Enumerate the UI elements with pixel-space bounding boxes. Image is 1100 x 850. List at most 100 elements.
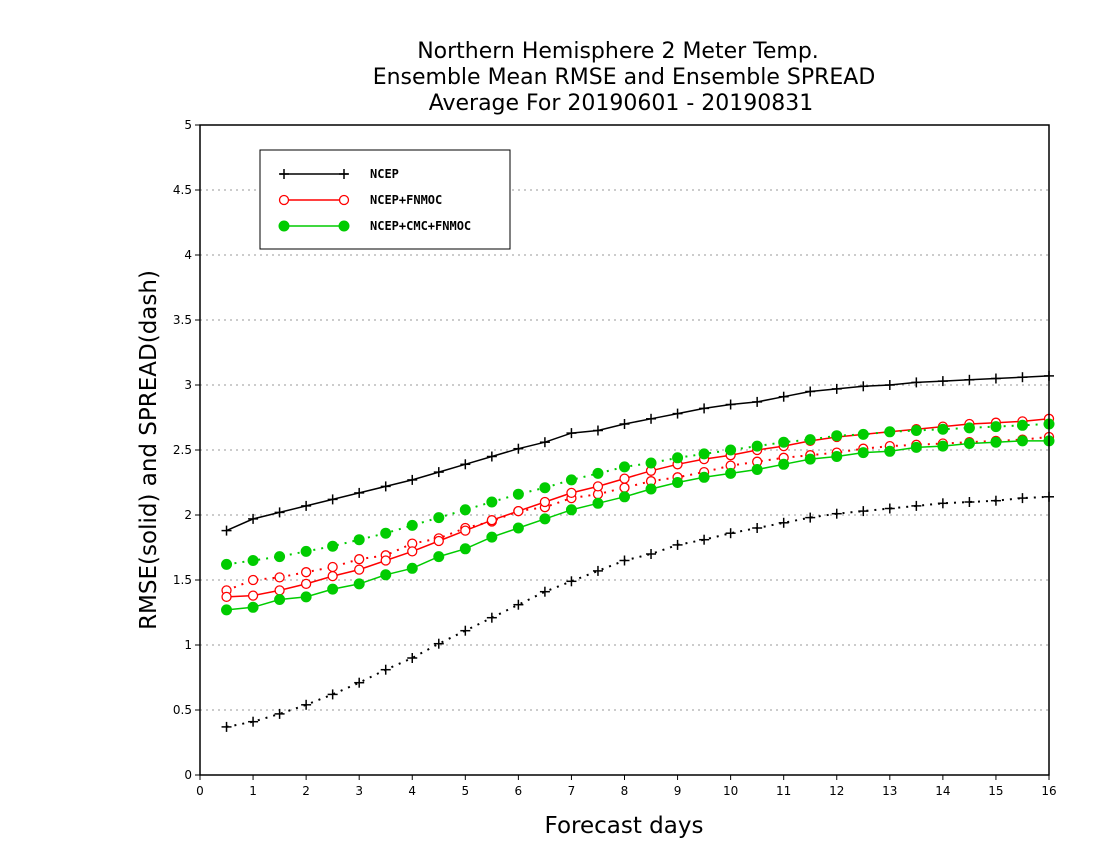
plus-marker: [805, 386, 816, 397]
plus-marker: [937, 498, 948, 509]
legend-item-ncep: NCEP: [279, 167, 399, 181]
filled-circle-marker: [884, 426, 896, 438]
plus-marker: [911, 500, 922, 511]
x-tick-label: 10: [723, 784, 738, 798]
filled-circle-marker: [857, 428, 869, 440]
plus-marker: [858, 381, 869, 392]
filled-circle-marker: [565, 504, 577, 516]
plus-marker: [884, 380, 895, 390]
plus-marker: [380, 664, 391, 675]
open-circle-marker: [592, 481, 604, 492]
plus-marker: [1017, 493, 1028, 504]
plus-marker: [911, 377, 922, 388]
legend: NCEP NCEP+FNMOC NCEP+CMC+FNMOC: [259, 149, 511, 250]
filled-circle-marker: [778, 436, 790, 448]
plus-marker: [460, 459, 471, 470]
filled-circle-marker: [327, 583, 339, 595]
y-tick-label: 0.5: [173, 703, 192, 717]
x-tick-label: 4: [408, 784, 416, 798]
filled-circle-marker: [963, 438, 975, 449]
plus-marker: [831, 508, 842, 519]
filled-circle-marker: [433, 512, 445, 524]
open-circle-marker: [247, 590, 259, 601]
plus-marker: [672, 408, 683, 419]
plus-marker: [354, 677, 365, 688]
filled-circle-marker: [300, 591, 312, 603]
x-tick-label: 12: [829, 784, 844, 798]
y-tick-label: 5: [184, 118, 192, 132]
open-circle-marker: [300, 567, 312, 578]
filled-circle-marker: [725, 467, 737, 479]
filled-circle-marker: [592, 467, 604, 479]
filled-circle-marker: [221, 558, 233, 570]
plus-marker: [407, 653, 418, 663]
filled-circle-marker: [539, 513, 551, 525]
filled-circle-marker: [338, 220, 350, 232]
plus-marker: [752, 523, 763, 533]
open-circle-marker: [354, 564, 365, 575]
x-tick-label: 0: [196, 784, 204, 798]
x-tick-label: 3: [355, 784, 363, 798]
filled-circle-marker: [459, 543, 471, 555]
plus-marker: [221, 721, 232, 732]
open-circle-marker: [380, 555, 391, 566]
plus-marker: [433, 638, 444, 649]
y-tick-label: 1: [184, 638, 192, 652]
filled-circle-marker: [565, 474, 577, 486]
plus-marker: [248, 716, 259, 727]
x-tick-label: 16: [1041, 784, 1056, 798]
filled-circle-marker: [380, 527, 392, 539]
plus-marker: [301, 699, 312, 710]
legend-label: NCEP+FNMOC: [370, 193, 442, 207]
open-circle-marker: [327, 570, 338, 582]
plus-marker: [884, 503, 895, 514]
filled-circle-marker: [857, 447, 869, 459]
filled-circle-marker: [963, 422, 975, 434]
legend-item-ncep-cmc-fnmoc: NCEP+CMC+FNMOC: [278, 219, 471, 233]
y-tick-label: 1.5: [173, 573, 192, 587]
plus-marker: [725, 399, 736, 410]
title-line-1: Northern Hemisphere 2 Meter Temp.: [417, 39, 819, 64]
open-circle-marker: [619, 482, 630, 493]
y-tick-label: 4.5: [173, 183, 192, 197]
filled-circle-marker: [486, 496, 498, 508]
open-circle-marker: [460, 525, 471, 536]
plus-marker: [699, 534, 710, 545]
filled-circle-marker: [1016, 419, 1028, 431]
plus-marker: [990, 495, 1001, 506]
filled-circle-marker: [778, 458, 790, 470]
x-tick-label: 13: [882, 784, 897, 798]
plus-marker: [672, 539, 683, 550]
plus-marker: [619, 555, 630, 566]
open-circle-marker: [274, 585, 285, 596]
series-ncep-fnmoc-rmse-line: [226, 418, 1050, 598]
open-circle-marker: [274, 572, 285, 583]
filled-circle-marker: [831, 451, 843, 462]
y-axis-label: RMSE(solid) and SPREAD(dash): [136, 270, 162, 630]
plus-marker: [301, 500, 312, 511]
filled-circle-marker: [247, 555, 259, 566]
plus-marker: [646, 413, 657, 424]
open-circle-marker: [221, 591, 232, 603]
series-ncep-cmc-fnmoc-spread-markers: [221, 418, 1055, 570]
plus-marker: [279, 169, 289, 179]
title-line-2: Ensemble Mean RMSE and Ensemble SPREAD: [373, 65, 876, 90]
filled-circle-marker: [751, 464, 763, 475]
plus-marker: [752, 396, 763, 407]
plus-marker: [990, 373, 1001, 384]
x-tick-label: 1: [249, 784, 257, 798]
plus-marker: [566, 576, 577, 587]
filled-circle-marker: [645, 457, 657, 469]
series-ncep-cmc-fnmoc-rmse-markers: [221, 435, 1055, 616]
plus-marker: [339, 169, 349, 179]
filled-circle-marker: [512, 488, 524, 500]
plus-marker: [486, 451, 497, 462]
filled-circle-marker: [459, 504, 471, 516]
x-tick-label: 11: [776, 784, 791, 798]
open-circle-marker: [354, 554, 365, 565]
plus-marker: [964, 374, 975, 385]
open-circle-marker: [338, 194, 350, 206]
y-tick-label: 3: [184, 378, 192, 392]
open-circle-marker: [278, 194, 290, 206]
filled-circle-marker: [937, 440, 949, 452]
